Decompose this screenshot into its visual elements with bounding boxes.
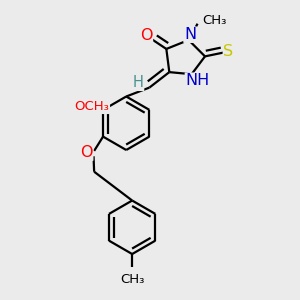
Text: OCH₃: OCH₃ (74, 100, 110, 113)
Text: H: H (133, 75, 143, 90)
Text: O: O (80, 145, 93, 160)
Text: CH₃: CH₃ (120, 273, 144, 286)
Text: CH₃: CH₃ (202, 14, 227, 27)
Text: S: S (224, 44, 233, 59)
Text: NH: NH (185, 73, 210, 88)
Text: methoxy: methoxy (77, 105, 84, 106)
Text: O: O (140, 28, 152, 44)
Text: N: N (184, 27, 196, 42)
